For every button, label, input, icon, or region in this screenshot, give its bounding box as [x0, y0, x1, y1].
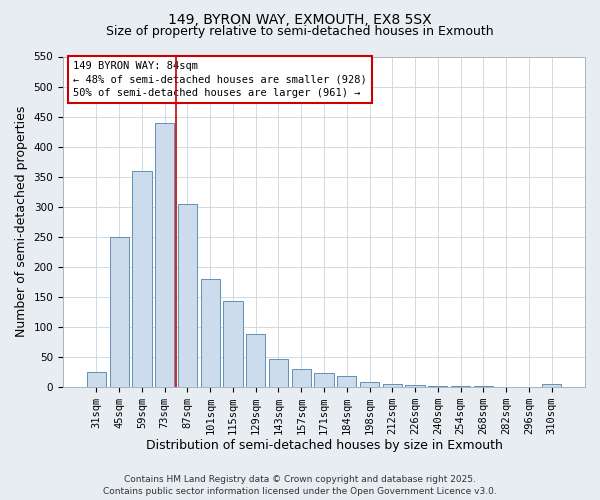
- Bar: [269, 358, 288, 386]
- Bar: [383, 384, 402, 386]
- Bar: [155, 122, 175, 386]
- X-axis label: Distribution of semi-detached houses by size in Exmouth: Distribution of semi-detached houses by …: [146, 440, 502, 452]
- Bar: [337, 376, 356, 386]
- Text: Contains HM Land Registry data © Crown copyright and database right 2025.
Contai: Contains HM Land Registry data © Crown c…: [103, 474, 497, 496]
- Text: Size of property relative to semi-detached houses in Exmouth: Size of property relative to semi-detach…: [106, 25, 494, 38]
- Bar: [314, 373, 334, 386]
- Bar: [542, 384, 561, 386]
- Bar: [292, 368, 311, 386]
- Bar: [360, 382, 379, 386]
- Bar: [246, 334, 265, 386]
- Text: 149 BYRON WAY: 84sqm
← 48% of semi-detached houses are smaller (928)
50% of semi: 149 BYRON WAY: 84sqm ← 48% of semi-detac…: [73, 62, 367, 98]
- Bar: [110, 236, 129, 386]
- Bar: [223, 301, 242, 386]
- Y-axis label: Number of semi-detached properties: Number of semi-detached properties: [15, 106, 28, 338]
- Bar: [178, 204, 197, 386]
- Bar: [87, 372, 106, 386]
- Bar: [200, 278, 220, 386]
- Bar: [406, 385, 425, 386]
- Text: 149, BYRON WAY, EXMOUTH, EX8 5SX: 149, BYRON WAY, EXMOUTH, EX8 5SX: [168, 12, 432, 26]
- Bar: [132, 170, 152, 386]
